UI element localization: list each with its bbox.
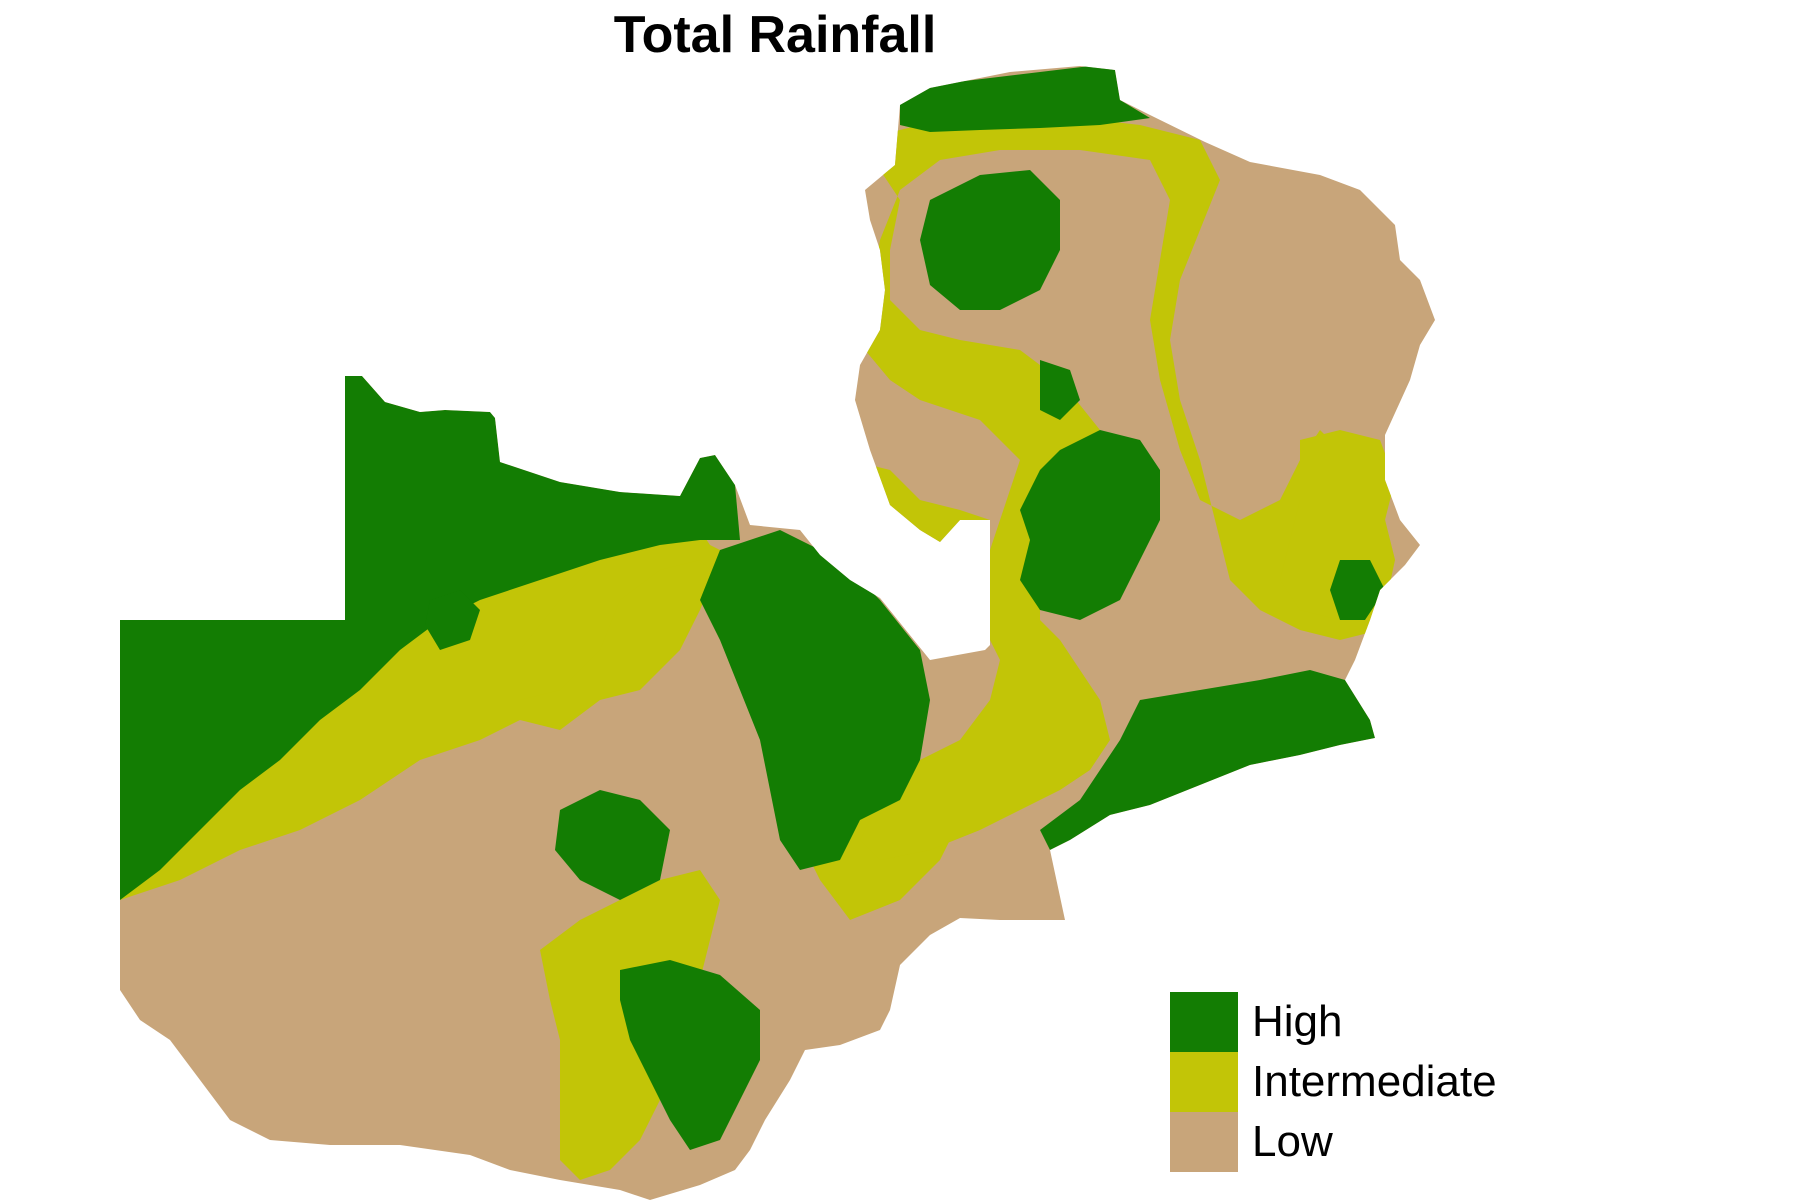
legend-swatch-low bbox=[1170, 1112, 1238, 1172]
map-title: Total Rainfall bbox=[613, 6, 937, 64]
zone-high-northwest bbox=[120, 376, 740, 900]
zone-high-west-patch bbox=[425, 590, 480, 650]
legend-label-low: Low bbox=[1252, 1117, 1333, 1166]
legend-swatch-intermediate bbox=[1170, 1052, 1238, 1112]
legend-entry-intermediate: Intermediate bbox=[1170, 1052, 1497, 1112]
zone-high-north-patch bbox=[920, 170, 1060, 310]
zone-intermediate-northeast bbox=[860, 118, 1395, 860]
legend-swatch-high bbox=[1170, 992, 1238, 1052]
legend-entry-high: High bbox=[1170, 992, 1497, 1052]
zone-high-south bbox=[620, 960, 760, 1150]
zone-high-lakeshore bbox=[1040, 360, 1080, 420]
legend-label-high: High bbox=[1252, 997, 1343, 1046]
zone-high-east bbox=[1040, 670, 1375, 850]
zone-high-central-patch bbox=[555, 790, 670, 900]
zone-high-northeast-patch bbox=[1020, 430, 1160, 620]
zone-high-north-tip bbox=[900, 66, 1150, 132]
legend-label-intermediate: Intermediate bbox=[1252, 1057, 1497, 1106]
legend-entry-low: Low bbox=[1170, 1112, 1497, 1172]
legend: High Intermediate Low bbox=[1170, 992, 1497, 1172]
zone-high-east-edge bbox=[1330, 560, 1385, 620]
zone-high-central bbox=[700, 530, 930, 870]
